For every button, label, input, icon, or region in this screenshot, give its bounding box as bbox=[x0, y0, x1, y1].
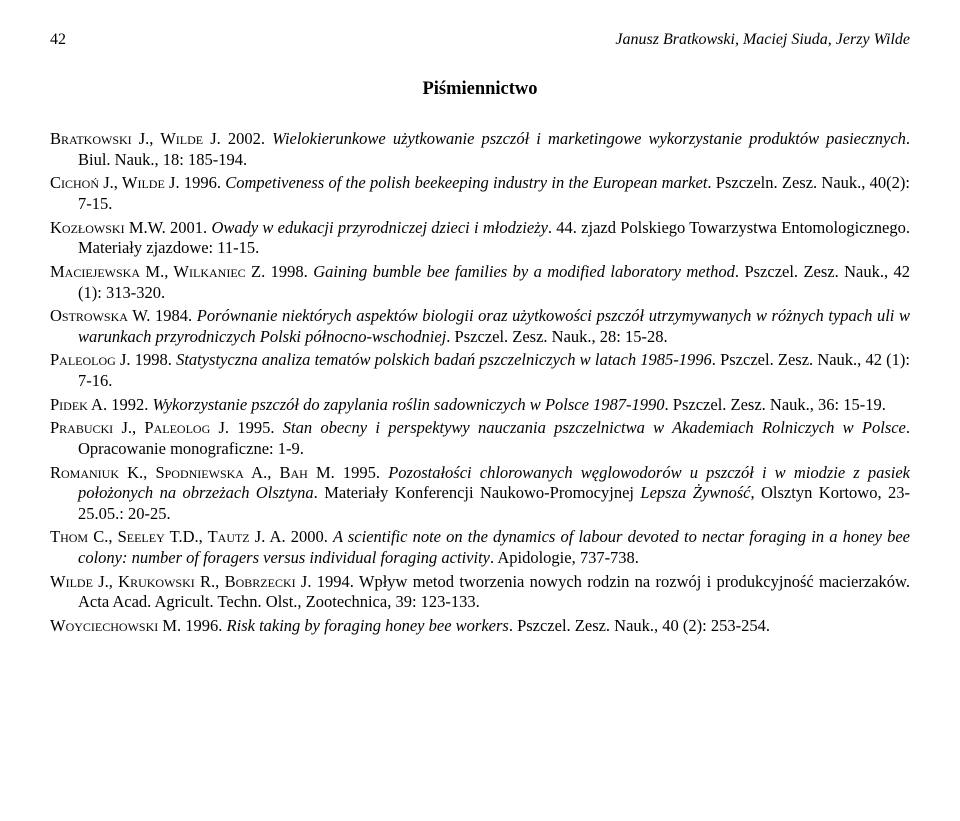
ref-title: Competiveness of the polish beekeeping i… bbox=[225, 173, 707, 192]
ref-text: 1996. bbox=[181, 616, 226, 635]
ref-authors: Wilde J., Krukowski R., Bobrzecki J. bbox=[50, 572, 311, 591]
ref-text: 2000. bbox=[286, 527, 333, 546]
reference-item: Kozłowski M.W. 2001. Owady w edukacji pr… bbox=[50, 218, 910, 259]
ref-authors: Pidek A. bbox=[50, 395, 107, 414]
reference-item: Maciejewska M., Wilkaniec Z. 1998. Gaini… bbox=[50, 262, 910, 303]
section-title: Piśmiennictwo bbox=[50, 78, 910, 101]
ref-title: Lepsza Żywność bbox=[640, 483, 750, 502]
reference-item: Thom C., Seeley T.D., Tautz J. A. 2000. … bbox=[50, 527, 910, 568]
ref-authors: Prabucki J., Paleolog J. bbox=[50, 418, 229, 437]
reference-item: Woyciechowski M. 1996. Risk taking by fo… bbox=[50, 616, 910, 637]
ref-text: 1998. bbox=[265, 262, 313, 281]
ref-text: 1995. bbox=[335, 463, 388, 482]
ref-text: . Materiały Konferencji Naukowo-Promocyj… bbox=[314, 483, 641, 502]
ref-authors: Thom C., Seeley T.D., Tautz J. A. bbox=[50, 527, 286, 546]
ref-authors: Woyciechowski M. bbox=[50, 616, 181, 635]
ref-text: . Pszczel. Zesz. Nauk., 28: 15-28. bbox=[446, 327, 667, 346]
ref-text: 1998. bbox=[131, 350, 177, 369]
ref-title: Gaining bumble bee families by a modifie… bbox=[313, 262, 735, 281]
running-head-text: Janusz Bratkowski, Maciej Siuda, Jerzy W… bbox=[615, 30, 910, 50]
ref-title: Wykorzystanie pszczół do zapylania rośli… bbox=[152, 395, 664, 414]
ref-authors: Cichoń J., Wilde J. bbox=[50, 173, 180, 192]
ref-text: 1984. bbox=[150, 306, 196, 325]
ref-authors: Bratkowski J., Wilde J. bbox=[50, 129, 221, 148]
ref-authors: Romaniuk K., Spodniewska A., Bah M. bbox=[50, 463, 335, 482]
ref-text: 1996. bbox=[180, 173, 226, 192]
reference-item: Wilde J., Krukowski R., Bobrzecki J. 199… bbox=[50, 572, 910, 613]
page-number: 42 bbox=[50, 30, 66, 50]
ref-text: . Pszczel. Zesz. Nauk., 40 (2): 253-254. bbox=[509, 616, 770, 635]
ref-text: . Apidologie, 737-738. bbox=[490, 548, 639, 567]
ref-title: Risk taking by foraging honey bee worker… bbox=[227, 616, 509, 635]
references-list: Bratkowski J., Wilde J. 2002. Wielokieru… bbox=[50, 129, 910, 636]
reference-item: Ostrowska W. 1984. Porównanie niektórych… bbox=[50, 306, 910, 347]
ref-title: Statystyczna analiza tematów polskich ba… bbox=[176, 350, 712, 369]
ref-text: 2001. bbox=[166, 218, 212, 237]
ref-text: 1995. bbox=[229, 418, 283, 437]
ref-text: . Pszczel. Zesz. Nauk., 36: 15-19. bbox=[665, 395, 886, 414]
reference-item: Cichoń J., Wilde J. 1996. Competiveness … bbox=[50, 173, 910, 214]
reference-item: Paleolog J. 1998. Statystyczna analiza t… bbox=[50, 350, 910, 391]
running-header: 42 Janusz Bratkowski, Maciej Siuda, Jerz… bbox=[50, 30, 910, 50]
ref-title: Owady w edukacji przyrodniczej dzieci i … bbox=[211, 218, 547, 237]
reference-item: Romaniuk K., Spodniewska A., Bah M. 1995… bbox=[50, 463, 910, 525]
ref-authors: Maciejewska M., Wilkaniec Z. bbox=[50, 262, 265, 281]
ref-title: Stan obecny i perspektywy nauczania pszc… bbox=[283, 418, 906, 437]
ref-text: 2002. bbox=[221, 129, 272, 148]
ref-title: Wielokierunkowe użytkowanie pszczół i ma… bbox=[272, 129, 906, 148]
reference-item: Prabucki J., Paleolog J. 1995. Stan obec… bbox=[50, 418, 910, 459]
reference-item: Bratkowski J., Wilde J. 2002. Wielokieru… bbox=[50, 129, 910, 170]
ref-text: 1992. bbox=[107, 395, 152, 414]
ref-authors: Ostrowska W. bbox=[50, 306, 150, 325]
ref-authors: Paleolog J. bbox=[50, 350, 131, 369]
reference-item: Pidek A. 1992. Wykorzystanie pszczół do … bbox=[50, 395, 910, 416]
ref-authors: Kozłowski M.W. bbox=[50, 218, 166, 237]
